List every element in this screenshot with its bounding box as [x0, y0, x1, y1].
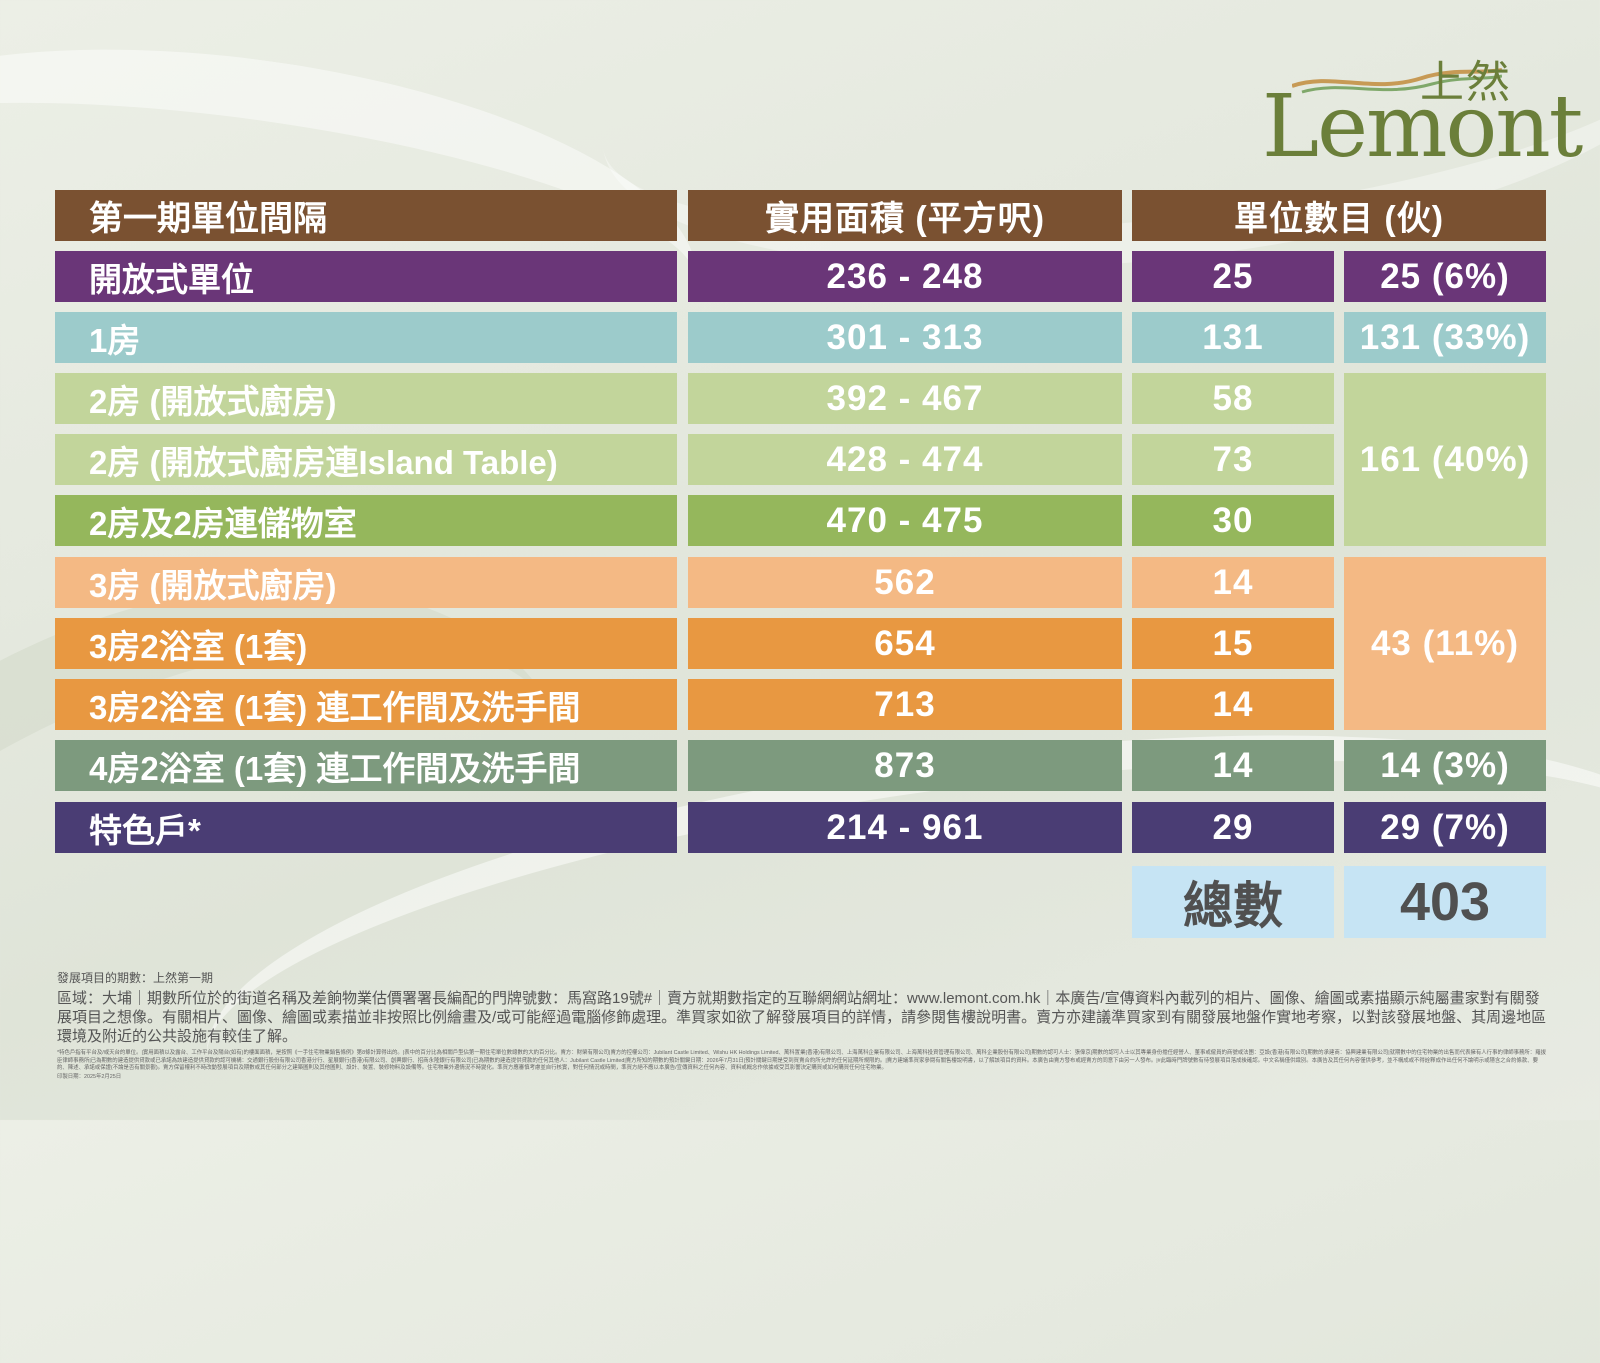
- row-count-four-bed: 14: [1132, 740, 1334, 791]
- row-count-three-bed-open: 14: [1132, 557, 1334, 608]
- row-area-two-bed-island: 428 - 474: [688, 434, 1122, 485]
- row-name-four-bed: 4房2浴室 (1套) 連工作間及洗手間: [55, 740, 677, 791]
- row-name-three-bed-work-room: 3房2浴室 (1套) 連工作間及洗手間: [55, 679, 677, 730]
- row-count-two-bed-storage: 30: [1132, 495, 1334, 546]
- logo-english-text: Lemont: [1262, 77, 1583, 177]
- row-name-one-bed: 1房: [55, 312, 677, 363]
- row-area-special-unit: 214 - 961: [688, 802, 1122, 853]
- row-area-open-studio: 236 - 248: [688, 251, 1122, 302]
- legal-footer: 發展項目的期數：上然第一期 區域：大埔｜期數所位於的街道名稱及差餉物業估價署署長…: [57, 969, 1547, 1081]
- row-area-two-bed-open: 392 - 467: [688, 373, 1122, 424]
- header-area: 實用面積 (平方呎): [688, 190, 1122, 241]
- group-total-special-unit: 29 (7%): [1344, 802, 1546, 853]
- row-area-three-bed-open: 562: [688, 557, 1122, 608]
- total-value: 403: [1344, 866, 1546, 938]
- row-count-three-bed-two-bath: 15: [1132, 618, 1334, 669]
- row-count-one-bed: 131: [1132, 312, 1334, 363]
- group-total-two-bed: 161 (40%): [1344, 373, 1546, 546]
- row-count-two-bed-island: 73: [1132, 434, 1334, 485]
- footer-print-date: 印製日期：2025年2月25日: [57, 1073, 122, 1080]
- row-count-three-bed-work-room: 14: [1132, 679, 1334, 730]
- row-area-two-bed-storage: 470 - 475: [688, 495, 1122, 546]
- logo-chinese-text: 上然: [1420, 57, 1512, 108]
- brand-logo: 上然 Lemont: [1262, 46, 1583, 170]
- row-area-three-bed-work-room: 713: [688, 679, 1122, 730]
- row-name-special-unit: 特色戶*: [55, 802, 677, 853]
- row-area-three-bed-two-bath: 654: [688, 618, 1122, 669]
- footer-fine-print: *特色戶指有平台及/或天台的單位。|實用面積以及露台、工作平台及陽台(如有)的樓…: [57, 1050, 1546, 1072]
- row-count-special-unit: 29: [1132, 802, 1334, 853]
- row-name-three-bed-two-bath: 3房2浴室 (1套): [55, 618, 677, 669]
- row-count-open-studio: 25: [1132, 251, 1334, 302]
- footer-phase: 發展項目的期數：上然第一期: [57, 971, 214, 985]
- header-layout: 第一期單位間隔: [55, 190, 677, 241]
- footer-disclaimer: 區域：大埔｜期數所位於的街道名稱及差餉物業估價署署長編配的門牌號數：馬窩路19號…: [57, 990, 1547, 1045]
- row-name-three-bed-open: 3房 (開放式廚房): [55, 557, 677, 608]
- row-name-open-studio: 開放式單位: [55, 251, 677, 302]
- row-area-four-bed: 873: [688, 740, 1122, 791]
- group-total-one-bed: 131 (33%): [1344, 312, 1546, 363]
- header-count: 單位數目 (伙): [1132, 190, 1546, 241]
- total-label: 總數: [1132, 866, 1334, 938]
- row-name-two-bed-storage: 2房及2房連儲物室: [55, 495, 677, 546]
- row-name-two-bed-open: 2房 (開放式廚房): [55, 373, 677, 424]
- row-name-two-bed-island: 2房 (開放式廚房連Island Table): [55, 434, 677, 485]
- row-area-one-bed: 301 - 313: [688, 312, 1122, 363]
- logo-wave-icon: [1292, 68, 1502, 94]
- row-count-two-bed-open: 58: [1132, 373, 1334, 424]
- group-total-open-studio: 25 (6%): [1344, 251, 1546, 302]
- group-total-four-bed: 14 (3%): [1344, 740, 1546, 791]
- group-total-three-bed: 43 (11%): [1344, 557, 1546, 730]
